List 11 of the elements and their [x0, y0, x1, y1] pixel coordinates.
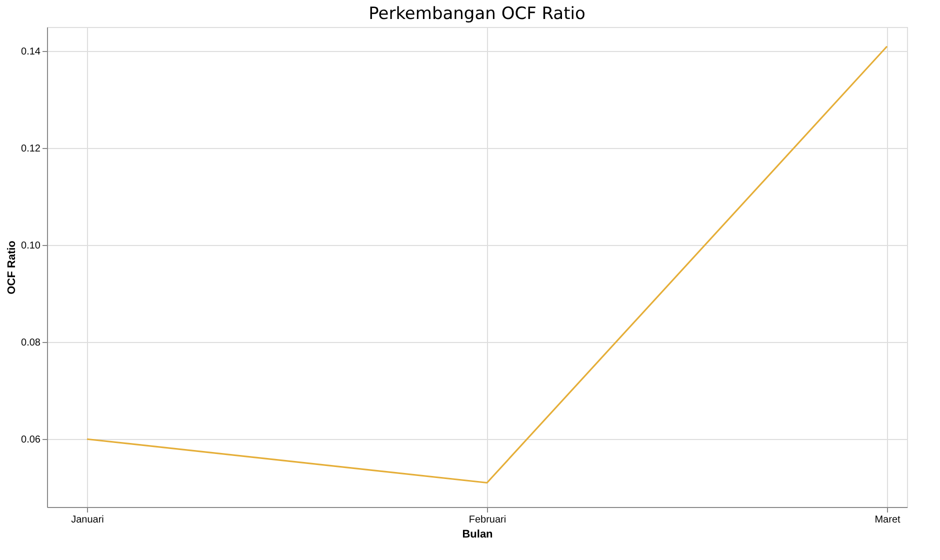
y-axis-title: OCF Ratio [6, 240, 18, 294]
x-tick-label: Januari [71, 514, 104, 526]
y-tick-label: 0.14 [21, 46, 41, 58]
x-axis-title: Bulan [462, 528, 494, 540]
x-tick-label: Februari [468, 514, 506, 526]
chart-title: Perkembangan OCF Ratio [368, 4, 586, 24]
x-tick-label: Maret [874, 514, 900, 526]
y-tick-label: 0.12 [21, 144, 41, 155]
y-tick-label: 0.06 [21, 434, 41, 446]
y-tick-label: 0.10 [21, 240, 41, 252]
y-tick-label: 0.08 [21, 338, 41, 349]
